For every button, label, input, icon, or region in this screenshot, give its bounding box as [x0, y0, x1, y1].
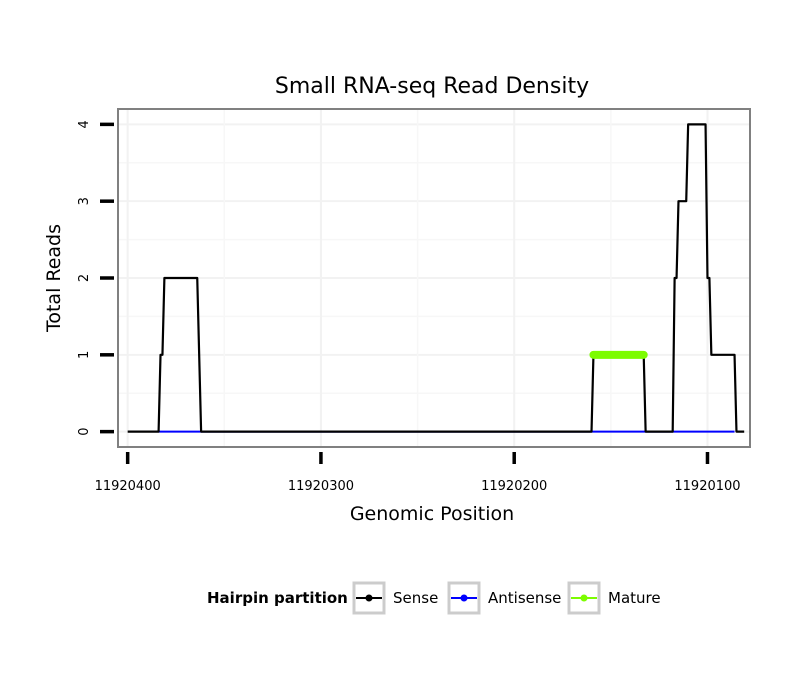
series-layer: [127, 123, 745, 433]
grid-lines: [118, 109, 750, 447]
x-tick-label-2: 11920200: [481, 479, 547, 494]
x-tick-label-3: 11920100: [674, 479, 740, 494]
legend-label-antisense: Antisense: [488, 589, 561, 607]
series-line-sense: [127, 123, 745, 433]
legend-key-mature: [567, 581, 601, 615]
legend-title: Hairpin partition: [207, 589, 348, 607]
legend-dot-mature: [580, 594, 588, 602]
y-axis-title: Total Reads: [43, 224, 65, 333]
x-tick-label-1: 11920300: [288, 479, 354, 494]
legend-dot-sense: [365, 594, 373, 602]
legend-label-sense: Sense: [393, 589, 438, 607]
plot-panel-border: [117, 108, 751, 448]
legend: Hairpin partition Sense Antisense Mature: [207, 581, 661, 615]
y-tick-label-1: 1: [77, 351, 92, 359]
legend-label-mature: Mature: [608, 589, 661, 607]
x-axis: 11920400 11920300 11920200 11920100: [95, 452, 741, 494]
y-tick-label-3: 3: [77, 197, 92, 205]
y-tick-label-4: 4: [77, 120, 92, 128]
chart-title: Small RNA-seq Read Density: [275, 74, 589, 99]
y-axis: 0 1 2 3 4: [77, 120, 114, 436]
legend-dot-antisense: [460, 594, 468, 602]
y-tick-label-0: 0: [77, 427, 92, 435]
y-tick-label-2: 2: [77, 274, 92, 282]
x-tick-label-0: 11920400: [95, 479, 161, 494]
x-axis-title: Genomic Position: [350, 503, 514, 525]
